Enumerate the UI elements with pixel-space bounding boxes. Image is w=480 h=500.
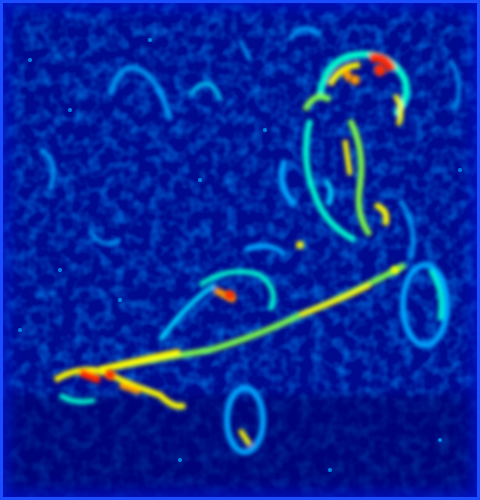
speckle [18, 38, 462, 472]
rear-wheel [400, 262, 450, 348]
background-edges [38, 26, 461, 261]
rider-torso [278, 118, 390, 243]
front-wheel [224, 385, 266, 455]
rider-helmet [302, 50, 410, 127]
kart-front [53, 366, 187, 410]
hotspots [105, 64, 399, 380]
